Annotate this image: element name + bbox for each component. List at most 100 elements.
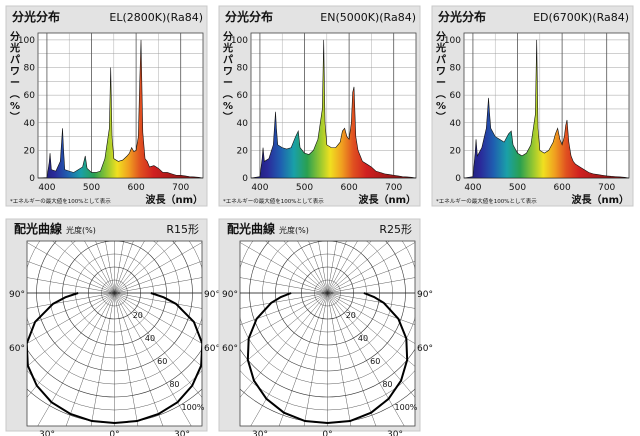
gridlines	[38, 33, 203, 178]
radial-label: 40	[358, 334, 368, 343]
angle-label-left-90: 90°	[222, 290, 238, 300]
chart-footnote: *エネルギーの最大値を100%として表示	[10, 197, 111, 205]
radial-spoke	[240, 242, 328, 294]
radial-spoke	[278, 292, 328, 426]
angle-label-left-30: 30°	[252, 430, 268, 436]
radial-spoke	[114, 241, 134, 294]
radial-spoke	[27, 292, 115, 344]
radial-spoke	[327, 292, 415, 367]
chart-footnote: *エネルギーの最大値を100%として表示	[223, 197, 324, 205]
radial-spoke	[114, 277, 202, 294]
angle-label-left-30: 30°	[39, 430, 55, 436]
y-axis-label-char: ー	[223, 78, 233, 89]
y-tick-label: 40	[24, 119, 36, 129]
y-tick-label: 20	[237, 146, 249, 156]
y-axis-label-char: %	[436, 101, 446, 112]
y-tick-label: 80	[237, 64, 249, 74]
light-distribution-curve	[246, 292, 409, 425]
radial-spoke	[27, 242, 115, 294]
chart-model: EL(2800K)(Ra84)	[109, 11, 203, 24]
y-tick-label: 60	[24, 91, 36, 101]
y-axis-label-char: ）	[8, 112, 21, 122]
radial-spoke	[65, 292, 115, 426]
y-tick-label: 0	[455, 174, 461, 184]
y-axis-label-char: %	[10, 101, 20, 112]
radial-spoke	[52, 241, 115, 294]
polar-grid	[240, 241, 415, 426]
radial-spoke	[84, 241, 115, 294]
angle-label-right-30: 30°	[387, 430, 403, 436]
y-axis-label-char: %	[223, 101, 233, 112]
radial-spoke	[240, 292, 328, 326]
radial-spoke	[327, 292, 377, 426]
radial-spoke	[27, 292, 115, 367]
radial-spoke	[327, 292, 415, 344]
y-tick-label: 0	[29, 174, 35, 184]
y-axis-label-char: ワ	[436, 66, 446, 78]
x-tick-label: 500	[509, 183, 526, 193]
y-axis-label-char: 分	[436, 30, 446, 43]
radial-spoke	[114, 292, 202, 344]
chart-model: ED(6700K)(Ra84)	[533, 11, 629, 24]
radial-spoke	[327, 241, 358, 294]
radial-spoke	[114, 241, 124, 294]
x-tick-label: 700	[172, 183, 189, 193]
spectrum-area	[250, 39, 417, 179]
polar-grid	[27, 241, 202, 426]
radial-spoke	[327, 292, 415, 326]
radial-spoke	[27, 277, 115, 294]
radial-label: 60	[370, 357, 380, 366]
chart-variant: R15形	[166, 223, 199, 236]
radial-spoke	[114, 241, 159, 294]
x-tick-label: 600	[128, 183, 145, 193]
x-axis-label: 波長（nm）	[571, 193, 629, 206]
y-tick-label: 20	[450, 146, 462, 156]
x-tick-label: 700	[385, 183, 402, 193]
polar-panel-2: 配光曲線 光度(%) R25形 20 40 60 80 100% 90° 90° 60° 60° 30°…	[218, 218, 433, 436]
y-axis-label-char: 光	[9, 42, 20, 55]
angle-label-right-30: 30°	[174, 430, 190, 436]
x-tick-label: 500	[83, 183, 100, 193]
radial-spoke	[114, 241, 145, 294]
y-axis-label-char: 光	[222, 42, 233, 55]
radial-label: 60	[157, 357, 167, 366]
radial-spoke	[27, 292, 115, 309]
x-tick-label: 400	[251, 183, 268, 193]
chart-footnote: *エネルギーの最大値を100%として表示	[436, 197, 537, 205]
chart-subtitle: 光度(%)	[66, 225, 96, 235]
radial-spoke	[114, 241, 177, 294]
chart-title: 分光分布	[12, 9, 60, 24]
y-tick-label: 100	[231, 36, 248, 46]
radial-spoke	[240, 292, 328, 344]
y-tick-label: 40	[450, 119, 462, 129]
x-tick-label: 400	[38, 183, 55, 193]
radial-spoke	[27, 292, 115, 326]
angle-label-right-60: 60°	[417, 344, 433, 354]
radial-spoke	[327, 241, 337, 294]
y-axis-label-char: ー	[436, 78, 446, 89]
chart-title: 分光分布	[225, 9, 273, 24]
radial-spoke	[240, 292, 328, 309]
y-axis-label-char: 分	[10, 30, 20, 43]
radial-label: 20	[133, 311, 143, 320]
radial-spoke	[327, 292, 415, 309]
chart-title: 配光曲線	[227, 221, 275, 236]
radial-spoke	[114, 292, 202, 309]
spectrum-area	[463, 39, 630, 179]
gridlines	[464, 33, 629, 178]
y-axis-label-char: ー	[10, 78, 20, 89]
radial-spoke	[327, 292, 405, 426]
radial-spoke	[318, 241, 328, 294]
radial-spoke	[327, 277, 415, 294]
radial-spoke	[250, 292, 328, 426]
y-tick-label: 100	[444, 36, 461, 46]
angle-label-bottom-0: 0°	[322, 430, 332, 436]
x-tick-label: 600	[554, 183, 571, 193]
y-axis-label-char: （	[434, 89, 447, 99]
y-tick-label: 0	[242, 174, 248, 184]
radial-label: 100%	[182, 403, 205, 412]
